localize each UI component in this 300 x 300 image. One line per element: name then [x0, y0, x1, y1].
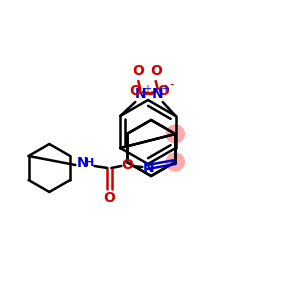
Text: N: N — [76, 156, 88, 170]
Text: N: N — [152, 87, 164, 101]
Text: O: O — [150, 64, 162, 78]
Text: O: O — [122, 158, 133, 172]
Circle shape — [166, 125, 184, 143]
Text: H: H — [85, 158, 94, 168]
Text: +: + — [143, 84, 151, 94]
Text: O: O — [157, 84, 169, 98]
Text: O: O — [103, 191, 115, 205]
Text: O: O — [129, 84, 141, 98]
Circle shape — [166, 153, 184, 171]
Text: O: O — [132, 64, 144, 78]
Text: N: N — [134, 87, 146, 101]
Text: -: - — [169, 79, 173, 92]
Text: +: + — [161, 84, 169, 94]
Text: N: N — [142, 161, 154, 175]
